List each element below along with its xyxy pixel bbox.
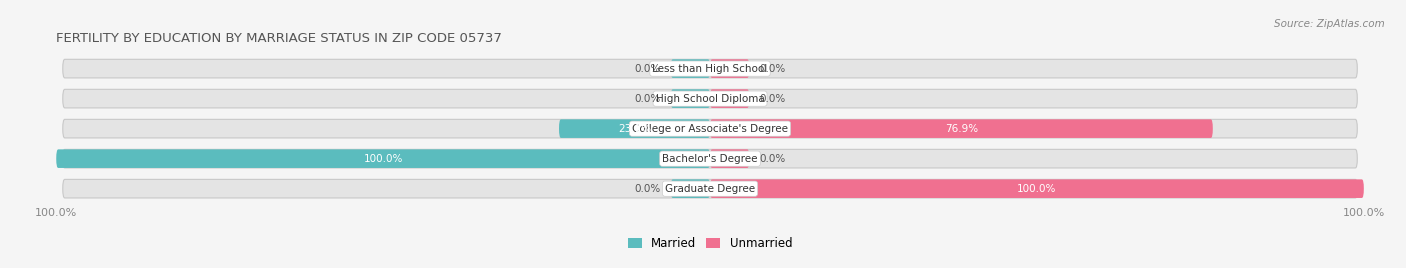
Text: 76.9%: 76.9% [945, 124, 979, 134]
Text: 0.0%: 0.0% [759, 154, 786, 164]
FancyBboxPatch shape [710, 59, 749, 78]
Text: FERTILITY BY EDUCATION BY MARRIAGE STATUS IN ZIP CODE 05737: FERTILITY BY EDUCATION BY MARRIAGE STATU… [56, 32, 502, 46]
FancyBboxPatch shape [560, 119, 710, 138]
Text: 0.0%: 0.0% [634, 94, 661, 104]
Text: Bachelor's Degree: Bachelor's Degree [662, 154, 758, 164]
FancyBboxPatch shape [710, 119, 1213, 138]
FancyBboxPatch shape [671, 179, 710, 198]
Text: 100.0%: 100.0% [1017, 184, 1057, 194]
Text: 0.0%: 0.0% [759, 94, 786, 104]
Text: High School Diploma: High School Diploma [655, 94, 765, 104]
FancyBboxPatch shape [63, 119, 1357, 138]
Legend: Married, Unmarried: Married, Unmarried [623, 232, 797, 255]
FancyBboxPatch shape [710, 89, 749, 108]
Text: 0.0%: 0.0% [759, 64, 786, 74]
Text: Less than High School: Less than High School [652, 64, 768, 74]
FancyBboxPatch shape [710, 179, 1364, 198]
Text: 23.1%: 23.1% [619, 124, 651, 134]
Text: 0.0%: 0.0% [634, 184, 661, 194]
Text: 0.0%: 0.0% [634, 64, 661, 74]
FancyBboxPatch shape [671, 89, 710, 108]
Text: College or Associate's Degree: College or Associate's Degree [633, 124, 787, 134]
FancyBboxPatch shape [56, 149, 710, 168]
Text: Source: ZipAtlas.com: Source: ZipAtlas.com [1274, 19, 1385, 29]
FancyBboxPatch shape [710, 149, 749, 168]
FancyBboxPatch shape [63, 179, 1357, 198]
Text: 100.0%: 100.0% [363, 154, 404, 164]
Text: Graduate Degree: Graduate Degree [665, 184, 755, 194]
FancyBboxPatch shape [63, 89, 1357, 108]
FancyBboxPatch shape [63, 59, 1357, 78]
FancyBboxPatch shape [671, 59, 710, 78]
FancyBboxPatch shape [63, 149, 1357, 168]
